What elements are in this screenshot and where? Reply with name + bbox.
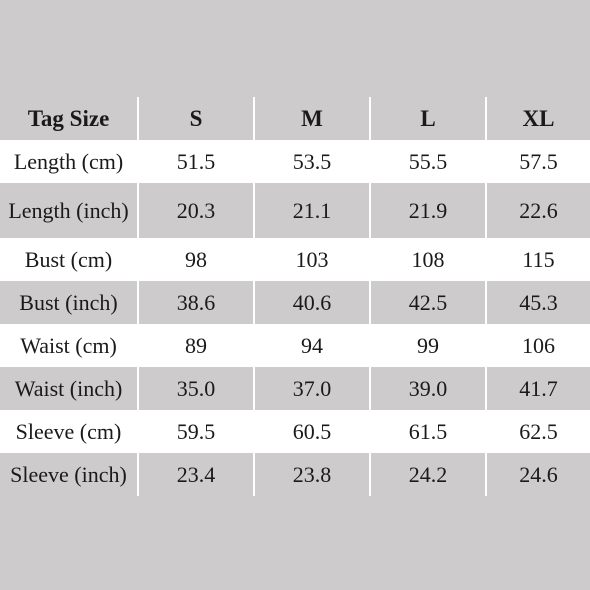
table-cell: 99 bbox=[369, 324, 486, 367]
table-row: Bust (inch) 38.6 40.6 42.5 45.3 bbox=[0, 281, 590, 324]
table-row: Waist (inch) 35.0 37.0 39.0 41.7 bbox=[0, 367, 590, 410]
table-cell: 41.7 bbox=[485, 367, 590, 410]
row-label: Sleeve (cm) bbox=[0, 410, 138, 453]
table-cell: 61.5 bbox=[369, 410, 486, 453]
table-cell: 53.5 bbox=[253, 140, 370, 183]
header-row: Tag Size S M L XL bbox=[0, 97, 590, 140]
table-cell: 106 bbox=[485, 324, 590, 367]
header-cell: S bbox=[137, 97, 254, 140]
table-row: Sleeve (inch) 23.4 23.8 24.2 24.6 bbox=[0, 453, 590, 496]
table-cell: 60.5 bbox=[253, 410, 370, 453]
row-label: Bust (cm) bbox=[0, 238, 138, 281]
table-cell: 103 bbox=[253, 238, 370, 281]
table-cell: 89 bbox=[137, 324, 254, 367]
table-row: Bust (cm) 98 103 108 115 bbox=[0, 238, 590, 281]
table-cell: 38.6 bbox=[137, 281, 254, 324]
table-cell: 42.5 bbox=[369, 281, 486, 324]
table-cell: 59.5 bbox=[137, 410, 254, 453]
table-row: Length (inch) 20.3 21.1 21.9 22.6 bbox=[0, 183, 590, 238]
row-label: Sleeve (inch) bbox=[0, 453, 138, 496]
row-label: Waist (inch) bbox=[0, 367, 138, 410]
table-body: Length (cm) 51.5 53.5 55.5 57.5 Length (inch)… bbox=[0, 140, 590, 496]
table-cell: 57.5 bbox=[485, 140, 590, 183]
size-chart: Tag Size S M L XL Length (cm) 51.5 53.5 55.5 57.… bbox=[0, 97, 590, 496]
row-label: Length (inch) bbox=[0, 183, 138, 238]
table-cell: 108 bbox=[369, 238, 486, 281]
table-cell: 55.5 bbox=[369, 140, 486, 183]
table-cell: 20.3 bbox=[137, 183, 254, 238]
size-table: Tag Size S M L XL Length (cm) 51.5 53.5 55.5 57.… bbox=[0, 97, 590, 496]
table-cell: 23.4 bbox=[137, 453, 254, 496]
table-cell: 62.5 bbox=[485, 410, 590, 453]
table-cell: 24.2 bbox=[369, 453, 486, 496]
table-cell: 21.9 bbox=[369, 183, 486, 238]
table-cell: 21.1 bbox=[253, 183, 370, 238]
table-cell: 94 bbox=[253, 324, 370, 367]
table-cell: 24.6 bbox=[485, 453, 590, 496]
table-row: Waist (cm) 89 94 99 106 bbox=[0, 324, 590, 367]
table-row: Length (cm) 51.5 53.5 55.5 57.5 bbox=[0, 140, 590, 183]
table-cell: 45.3 bbox=[485, 281, 590, 324]
table-cell: 39.0 bbox=[369, 367, 486, 410]
row-label: Bust (inch) bbox=[0, 281, 138, 324]
table-cell: 23.8 bbox=[253, 453, 370, 496]
table-cell: 40.6 bbox=[253, 281, 370, 324]
table-cell: 98 bbox=[137, 238, 254, 281]
table-cell: 22.6 bbox=[485, 183, 590, 238]
table-cell: 37.0 bbox=[253, 367, 370, 410]
header-cell: Tag Size bbox=[0, 97, 138, 140]
table-cell: 115 bbox=[485, 238, 590, 281]
header-cell: L bbox=[369, 97, 486, 140]
table-cell: 35.0 bbox=[137, 367, 254, 410]
header-cell: M bbox=[253, 97, 370, 140]
row-label: Waist (cm) bbox=[0, 324, 138, 367]
table-cell: 51.5 bbox=[137, 140, 254, 183]
table-row: Sleeve (cm) 59.5 60.5 61.5 62.5 bbox=[0, 410, 590, 453]
row-label: Length (cm) bbox=[0, 140, 138, 183]
header-cell: XL bbox=[485, 97, 590, 140]
